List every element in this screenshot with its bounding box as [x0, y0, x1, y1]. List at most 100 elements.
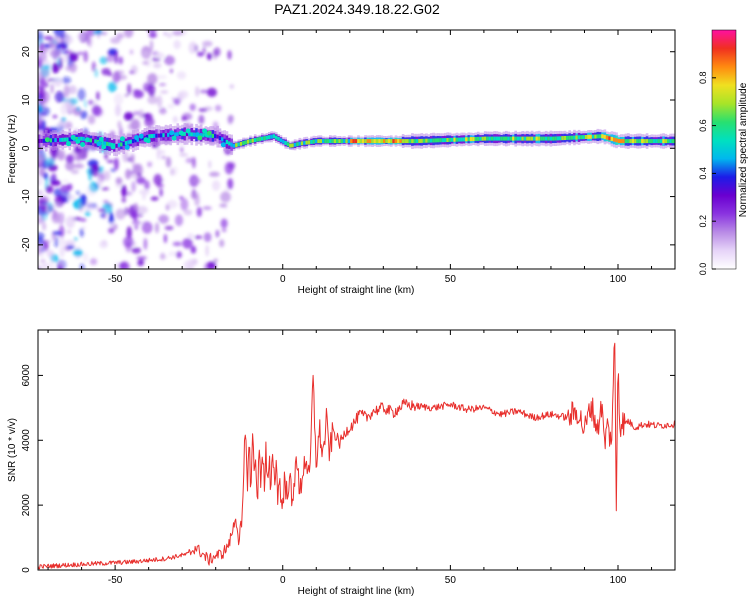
spectrum-band-core — [540, 136, 543, 141]
spectrum-band-core — [448, 137, 452, 142]
spectrum-noise-blob — [38, 81, 47, 85]
spectrum-band-core — [251, 138, 255, 143]
snr-y-tick-label: 4000 — [21, 429, 32, 452]
spectrum-band-core — [279, 138, 283, 143]
spectrum-noise-blob — [66, 229, 72, 234]
spectrum-band-core — [422, 138, 426, 143]
spectrum-band-core — [230, 142, 233, 147]
spectrum-band-core — [54, 138, 57, 143]
spectrum-noise-blob — [73, 163, 85, 169]
spectrum-noise-blob — [198, 114, 205, 125]
spectrum-band-core — [162, 133, 165, 138]
spectrum-band-core — [638, 139, 642, 144]
spectrum-noise-blob — [109, 211, 113, 223]
spectrum-noise-blob — [179, 196, 184, 200]
spectrum-noise-blob — [227, 50, 232, 60]
spectrum-band-core — [314, 139, 318, 144]
spectrum-band-core — [223, 138, 226, 143]
spectrum-noise-blob — [103, 211, 107, 220]
spectrum-noise-blob — [38, 237, 45, 246]
spectrum-noise-blob — [192, 156, 196, 169]
spectrum-noise-blob — [82, 252, 89, 263]
spectrum-noise-blob — [182, 238, 193, 249]
spectrum-band-core — [80, 136, 83, 141]
spectrum-noise-blob — [134, 163, 144, 177]
spectrum-noise-blob — [169, 68, 173, 74]
spectrum-band-core — [605, 135, 609, 140]
spectrum-band-core — [509, 136, 513, 141]
spectrum-noise-blob — [131, 247, 141, 254]
spectrum-noise-blob — [77, 88, 86, 101]
spectrum-noise-blob — [173, 39, 181, 50]
spectrum-noise-blob — [130, 65, 138, 75]
spectrum-band-core — [498, 136, 501, 141]
spectrum-band-speck — [75, 138, 81, 144]
spectrum-noise-blob — [79, 227, 84, 238]
spectrum-noise-blob — [202, 40, 213, 47]
spectrum-noise-blob — [219, 203, 228, 208]
spectrum-noise-blob — [66, 183, 73, 191]
spectrum-band-core — [120, 142, 123, 147]
spectrum-noise-blob — [130, 118, 141, 131]
spectrum-band-speck — [44, 137, 50, 143]
spectrum-noise-blob — [79, 263, 85, 269]
spectrum-band-core — [214, 134, 217, 139]
spectrum-noise-blob — [206, 52, 212, 61]
spectrum-noise-blob — [213, 258, 218, 263]
spectrum-noise-blob — [185, 157, 194, 164]
spectrum-noise-blob — [89, 164, 100, 177]
spectrum-noise-blob — [194, 44, 198, 53]
spectrum-noise-blob — [211, 180, 221, 191]
spectrum-noise-blob — [130, 153, 135, 164]
snr-frame — [37, 329, 676, 571]
spectrum-noise-blob — [75, 190, 80, 195]
spectrum-noise-blob — [194, 235, 203, 239]
spectrum-noise-blob — [127, 83, 132, 96]
spectrum-noise-blob — [131, 181, 137, 193]
spectrum-noise-blob — [112, 71, 121, 83]
spectrum-band-core — [533, 136, 536, 141]
spectrum-noise-blob — [55, 91, 65, 103]
spectrum-noise-blob — [65, 161, 75, 171]
spectrum-band-core — [404, 139, 407, 144]
spectrum-noise-blob — [52, 115, 58, 119]
spectrum-band-core — [244, 140, 248, 145]
spectrum-band-speck — [80, 142, 86, 147]
spectrum-noise-blob — [206, 87, 217, 97]
spectrum-band-core — [228, 141, 231, 146]
spectrum-noise-blob — [115, 177, 123, 185]
spectrum-noise-blob — [142, 193, 146, 201]
spectrum-noise-blob — [187, 233, 194, 239]
spectrum-band-core — [134, 138, 137, 143]
spectrum-noise-blob — [171, 97, 175, 101]
spectrum-noise-blob — [142, 61, 149, 65]
spectrum-band-core — [340, 139, 344, 144]
spectrum-band-speck — [178, 130, 184, 136]
spectrum-band-core — [352, 139, 356, 144]
spectrum-noise-blob — [187, 259, 195, 269]
spectrum-band-core — [413, 139, 417, 144]
spectrum-noise-blob — [124, 30, 134, 38]
spectrum-noise-blob — [161, 155, 167, 160]
colorbar: 0.0 0.2 0.4 0.6 0.8 Normalized spectral ampl… — [698, 29, 749, 275]
spectrum-noise-blob — [110, 168, 116, 172]
spectrum-band-core — [174, 132, 177, 137]
spectrum-noise-blob — [97, 208, 106, 212]
spectrum-band-core — [63, 137, 67, 142]
spectrum-noise-blob — [219, 239, 225, 248]
spectrum-band-core — [645, 139, 649, 144]
spectrum-noise-blob — [63, 35, 74, 45]
spectrum-noise-blob — [176, 251, 182, 259]
spectrum-noise-blob — [183, 209, 193, 216]
spectrum-band-core — [291, 143, 295, 148]
spectrum-band-core — [554, 136, 557, 141]
spectrum-band-core — [669, 139, 672, 144]
spectrum-band-core — [420, 138, 424, 143]
spectrum-band-core — [366, 139, 370, 144]
spectrum-noise-blob — [167, 103, 175, 109]
spectrum-band-core — [153, 133, 156, 138]
spectrum-band-core — [507, 136, 510, 141]
spectrum-band-core — [300, 141, 304, 146]
spectrum-noise-blob — [38, 34, 42, 47]
spectrum-noise-blob — [199, 89, 209, 94]
